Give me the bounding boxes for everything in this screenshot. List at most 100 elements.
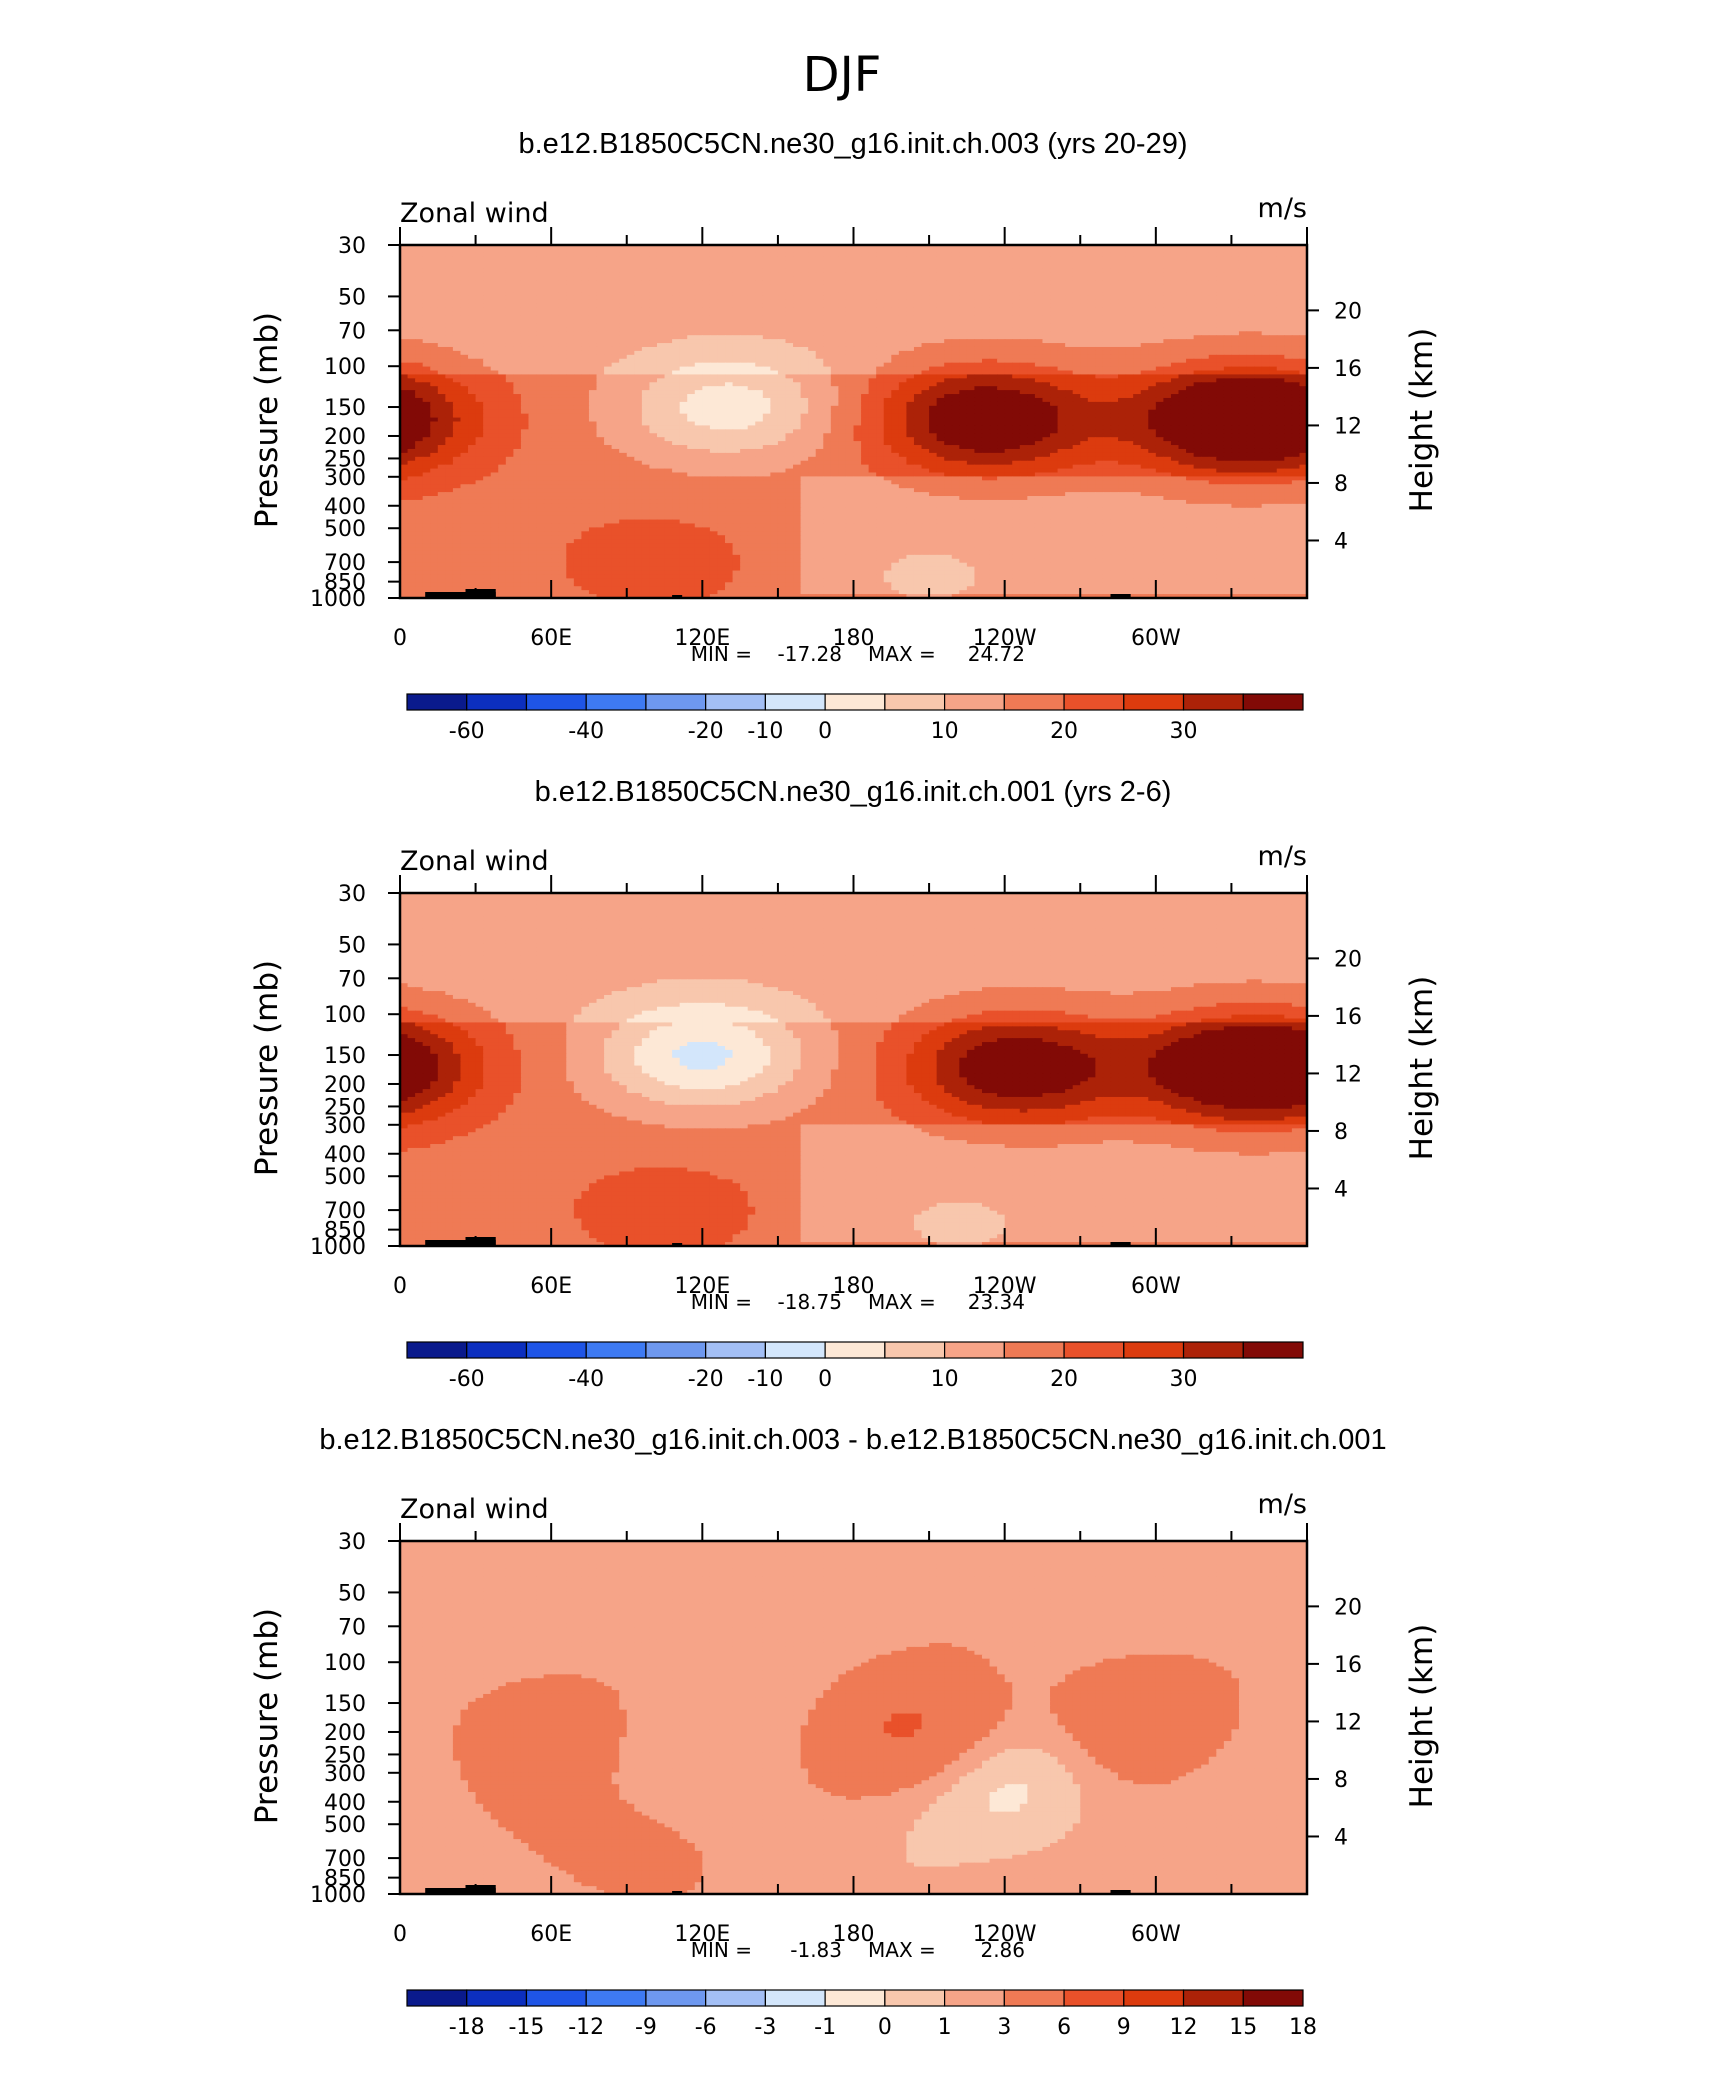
y-tick-label: 500 <box>324 517 366 542</box>
y-tick-label: 400 <box>324 1143 366 1168</box>
colorbar-label: 0 <box>818 719 832 744</box>
colorbar-label: -10 <box>747 1367 783 1392</box>
colorbar-swatch <box>705 1341 767 1359</box>
y-tick-label: 250 <box>324 1095 366 1120</box>
y-tick-label: 1000 <box>310 587 366 612</box>
colorbar-swatch <box>1063 1989 1125 2007</box>
panels: b.e12.B1850C5CN.ne30_g16.init.ch.003 (yr… <box>249 128 1440 2040</box>
y-tick-label: 250 <box>324 1743 366 1768</box>
right-tick-label: 12 <box>1334 1062 1362 1087</box>
panel-title: b.e12.B1850C5CN.ne30_g16.init.ch.003 (yr… <box>518 128 1187 160</box>
colorbar-swatch <box>764 1989 826 2007</box>
figure-title: DJF <box>803 47 882 103</box>
panel-1: b.e12.B1850C5CN.ne30_g16.init.ch.003 (yr… <box>249 128 1440 744</box>
colorbar-swatch <box>1003 693 1065 711</box>
terrain <box>425 1885 1131 1894</box>
y-tick-label: 500 <box>324 1165 366 1190</box>
colorbar-label: -6 <box>695 2015 717 2040</box>
right-tick-label: 8 <box>1334 1768 1348 1793</box>
x-tick-label: 180 <box>833 1922 875 1947</box>
colorbar-label: 10 <box>931 1367 959 1392</box>
y-tick-label: 150 <box>324 1044 366 1069</box>
colorbar-swatch <box>1003 1989 1065 2007</box>
x-axis: 0 60E 120E 180 120W 60W <box>393 1523 1308 1947</box>
min-label: MIN = <box>691 1938 752 1962</box>
colorbar-label: -3 <box>754 2015 776 2040</box>
colorbar-label: 1 <box>938 2015 952 2040</box>
x-tick-label: 60E <box>530 626 572 651</box>
colorbar-label: 15 <box>1229 2015 1257 2040</box>
y-axis-title: Pressure (mb) <box>249 1608 285 1824</box>
colorbar-swatch <box>1003 1341 1065 1359</box>
x-tick-label: 60W <box>1131 1274 1181 1299</box>
x-tick-label: 0 <box>393 1922 407 1947</box>
colorbar-label: 18 <box>1289 2015 1317 2040</box>
variable-label: Zonal wind <box>400 846 549 877</box>
colorbar-swatch <box>525 693 587 711</box>
max-label: MAX = <box>868 1290 936 1314</box>
colorbar-label: 20 <box>1050 1367 1078 1392</box>
y-tick-label: 850 <box>324 1219 366 1244</box>
colorbar-swatch <box>406 693 468 711</box>
right-tick-label: 16 <box>1334 1005 1362 1030</box>
right-tick-label: 20 <box>1334 947 1362 972</box>
y-tick-label: 100 <box>324 1003 366 1028</box>
panel-3: b.e12.B1850C5CN.ne30_g16.init.ch.003 - b… <box>249 1424 1440 2040</box>
colorbar-swatch <box>764 693 826 711</box>
colorbar-label: 6 <box>1057 2015 1071 2040</box>
colorbar-label: -1 <box>814 2015 836 2040</box>
y-tick-label: 850 <box>324 1867 366 1892</box>
contour-fill <box>400 1541 1307 1894</box>
panel-2: b.e12.B1850C5CN.ne30_g16.init.ch.001 (yr… <box>249 776 1440 1392</box>
y-tick-label: 700 <box>324 551 366 576</box>
colorbar: -60 -40 -20 -10 0 10 20 30 <box>406 1341 1304 1392</box>
min-label: MIN = <box>691 642 752 666</box>
max-value: 24.72 <box>968 642 1025 666</box>
x-tick-label: 0 <box>393 626 407 651</box>
x-tick-label: 120W <box>973 626 1037 651</box>
right-tick-label: 16 <box>1334 1653 1362 1678</box>
y-tick-label: 70 <box>338 319 366 344</box>
contour-fill <box>400 893 1307 1246</box>
colorbar-label: 30 <box>1170 1367 1198 1392</box>
colorbar-swatch <box>705 693 767 711</box>
x-tick-label: 60E <box>530 1922 572 1947</box>
colorbar-swatch <box>764 1341 826 1359</box>
colorbar-swatch <box>1182 693 1244 711</box>
colorbar-label: -20 <box>688 1367 724 1392</box>
y-axis-height: 4 8 12 16 20 <box>1307 1595 1362 1850</box>
y-tick-label: 150 <box>324 396 366 421</box>
y-tick-label: 50 <box>338 933 366 958</box>
colorbar-swatch <box>943 1989 1005 2007</box>
colorbar-swatch <box>585 1989 647 2007</box>
y-axis-title: Pressure (mb) <box>249 312 285 528</box>
right-tick-label: 12 <box>1334 1710 1362 1735</box>
x-axis: 0 60E 120E 180 120W 60W <box>393 875 1308 1299</box>
right-tick-label: 20 <box>1334 299 1362 324</box>
x-tick-label: 180 <box>833 626 875 651</box>
colorbar: -60 -40 -20 -10 0 10 20 30 <box>406 693 1304 744</box>
y-tick-label: 300 <box>324 1762 366 1787</box>
units-label: m/s <box>1258 193 1307 224</box>
y-tick-label: 300 <box>324 1114 366 1139</box>
right-tick-label: 16 <box>1334 357 1362 382</box>
colorbar-label: 20 <box>1050 719 1078 744</box>
y-tick-label: 200 <box>324 425 366 450</box>
colorbar-swatch <box>1182 1989 1244 2007</box>
colorbar-swatch <box>406 1989 468 2007</box>
colorbar-label: -60 <box>449 1367 485 1392</box>
colorbar-swatch <box>1123 1341 1185 1359</box>
terrain <box>425 589 1131 598</box>
x-tick-label: 120W <box>973 1274 1037 1299</box>
colorbar-label: -9 <box>635 2015 657 2040</box>
right-tick-label: 8 <box>1334 472 1348 497</box>
variable-label: Zonal wind <box>400 1494 549 1525</box>
colorbar-swatch <box>824 693 886 711</box>
colorbar-swatch <box>884 1989 946 2007</box>
colorbar-swatch <box>1063 1341 1125 1359</box>
right-tick-label: 8 <box>1334 1120 1348 1145</box>
max-label: MAX = <box>868 1938 936 1962</box>
